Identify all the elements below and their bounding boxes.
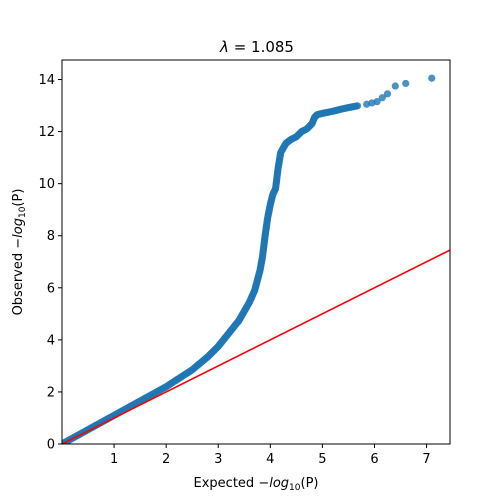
- y-axis-label: Observed −log10(P): [11, 189, 28, 316]
- y-tick-label: 6: [47, 281, 55, 296]
- plot-frame: [61, 59, 451, 445]
- y-tick-label: 4: [47, 333, 55, 348]
- y-tick-label: 2: [47, 385, 55, 400]
- qq-point: [353, 102, 362, 110]
- y-tick-label: 0: [47, 438, 55, 453]
- y-tick-label: 14: [38, 73, 55, 88]
- x-tick-label: 3: [214, 452, 222, 467]
- chart-title: λ = 1.085: [219, 38, 294, 56]
- x-tick-label: 4: [266, 452, 274, 467]
- qq-extreme-point: [428, 74, 436, 82]
- y-tick-label: 8: [47, 229, 55, 244]
- qq-extreme-point: [402, 79, 410, 88]
- x-axis-label: Expected −log10(P): [194, 476, 319, 493]
- y-tick-label: 12: [38, 125, 55, 140]
- title-lambda: λ: [219, 38, 229, 56]
- title-value: = 1.085: [229, 38, 294, 56]
- qq-extreme-point: [378, 94, 386, 102]
- x-tick-label: 5: [318, 452, 326, 467]
- x-tick-label: 2: [162, 452, 170, 467]
- x-tick-label: 6: [370, 452, 378, 467]
- qq-extreme-point: [383, 90, 392, 98]
- x-tick-label: 1: [110, 452, 118, 467]
- x-tick-label: 7: [422, 452, 430, 467]
- y-tick-label: 10: [38, 177, 55, 192]
- qq-extreme-point: [373, 98, 381, 106]
- reference-line: [62, 249, 450, 444]
- qq-extreme-point: [391, 82, 399, 90]
